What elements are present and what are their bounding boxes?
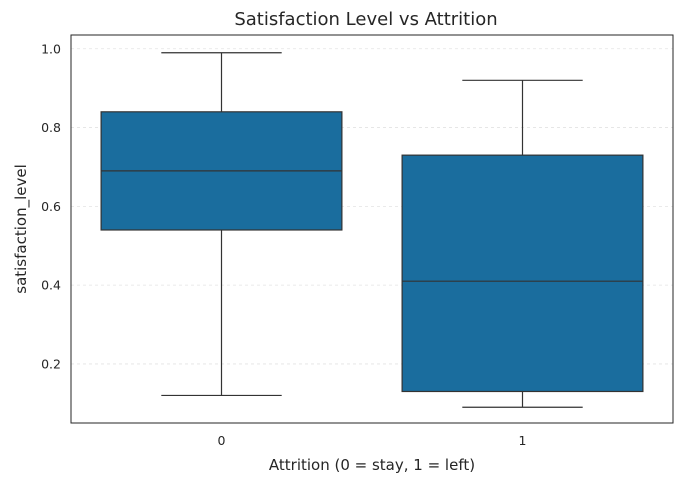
y-tick-label: 0.6 <box>41 199 61 214</box>
x-tick-label: 1 <box>519 433 527 448</box>
y-axis-label: satisfaction_level <box>12 164 31 294</box>
box-group <box>100 52 644 408</box>
y-tick-label: 0.4 <box>41 278 61 293</box>
x-axis-label: Attrition (0 = stay, 1 = left) <box>269 456 475 474</box>
y-tick-label: 0.2 <box>41 356 61 371</box>
x-tick-label: 0 <box>218 433 226 448</box>
chart-title: Satisfaction Level vs Attrition <box>234 9 497 30</box>
y-tick-label: 0.8 <box>41 120 61 135</box>
box-1 <box>401 154 644 393</box>
y-tick-label: 1.0 <box>41 41 61 56</box>
grid <box>71 48 673 365</box>
plot-frame <box>70 34 674 424</box>
y-axis: 0.2 0.4 0.6 0.8 1.0 <box>41 41 61 371</box>
